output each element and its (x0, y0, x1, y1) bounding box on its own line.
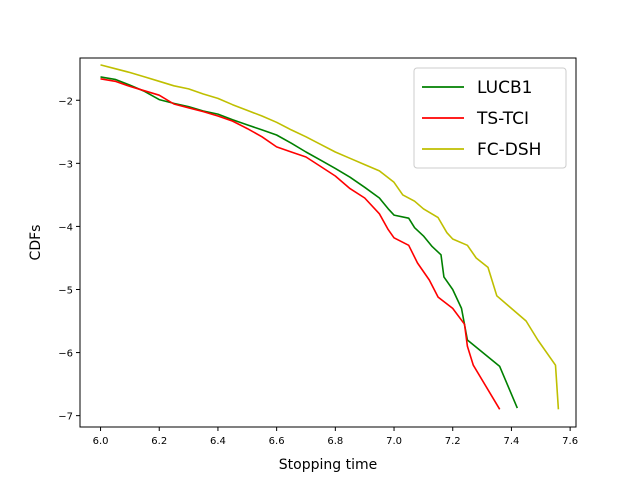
legend-label: LUCB1 (477, 78, 532, 98)
x-tick-label: 7.4 (503, 436, 519, 447)
x-tick-label: 6.8 (327, 436, 343, 447)
y-tick-label: −6 (58, 349, 73, 360)
legend-label: TS-TCI (476, 109, 529, 129)
y-axis-label: CDFs (28, 225, 44, 261)
series-line-fc-dsh (100, 64, 560, 410)
legend: LUCB1 TS-TCI FC-DSH (413, 67, 567, 169)
y-tick-label: −5 (58, 285, 73, 296)
y-tick-label: −7 (58, 412, 73, 423)
x-tick-label: 7.0 (386, 436, 402, 447)
x-tick-label: 6.6 (269, 436, 285, 447)
legend-label: FC-DSH (477, 140, 541, 160)
series-line-ts-tci (100, 78, 501, 410)
x-axis: 6.0 6.2 6.4 6.6 6.8 7.0 7.2 7.4 7.6 (93, 427, 578, 447)
y-axis: −7 −6 −5 −4 −3 −2 (58, 96, 80, 423)
y-tick-label: −3 (58, 159, 73, 170)
y-tick-label: −4 (58, 222, 73, 233)
legend-box (413, 67, 567, 169)
series-layer (100, 64, 560, 410)
y-tick-label: −2 (58, 96, 73, 107)
plot-frame (79, 57, 577, 428)
x-tick-label: 6.0 (93, 436, 109, 447)
x-tick-label: 6.2 (151, 436, 167, 447)
x-tick-label: 7.6 (562, 436, 578, 447)
x-tick-label: 7.2 (445, 436, 461, 447)
x-tick-label: 6.4 (210, 436, 226, 447)
x-axis-label: Stopping time (279, 457, 377, 473)
